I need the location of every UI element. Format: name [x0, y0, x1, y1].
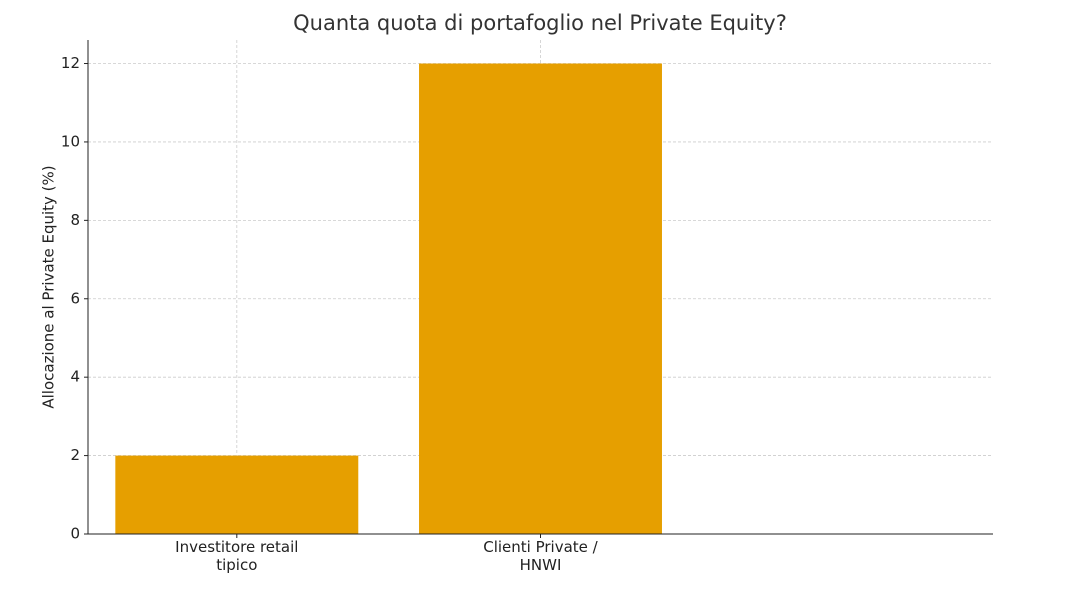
bar	[419, 63, 662, 535]
y-tick-label: 12	[61, 54, 80, 72]
y-tick-label: 0	[70, 525, 80, 543]
x-tick-label: Clienti Private / HNWI	[483, 538, 598, 574]
x-tick-label: Investitore retail tipico	[175, 538, 299, 574]
y-axis-label: Allocazione al Private Equity (%)	[40, 165, 58, 408]
bar	[115, 455, 359, 534]
y-tick-label: 8	[70, 211, 80, 229]
chart-title: Quanta quota di portafoglio nel Private …	[293, 11, 787, 35]
y-tick-label: 6	[70, 289, 80, 307]
y-tick-label: 2	[70, 446, 80, 464]
y-tick-label: 4	[70, 368, 80, 386]
y-tick-label: 10	[61, 132, 80, 150]
